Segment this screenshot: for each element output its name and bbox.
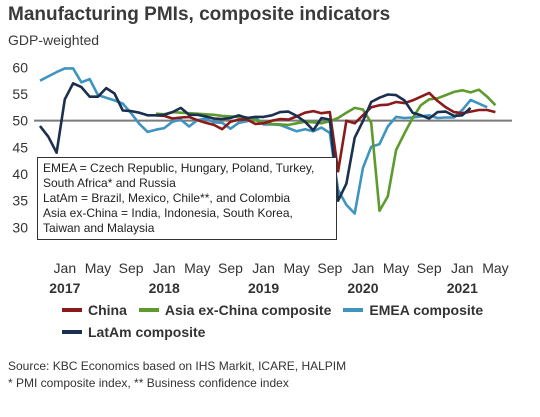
- legend-item-latam: LatAm composite: [62, 324, 205, 340]
- note-line: Asia ex-China = India, Indonesia, South …: [43, 206, 293, 220]
- x-tick-label: Jan: [252, 260, 275, 276]
- x-tick-label: Jan: [153, 260, 176, 276]
- legend-label-emea: EMEA composite: [369, 302, 484, 318]
- x-year-label: 2018: [149, 280, 180, 296]
- note-line: South Africa* and Russia: [43, 176, 176, 190]
- y-tick-label: 45: [12, 139, 28, 155]
- legend-label-latam: LatAm composite: [88, 324, 206, 340]
- x-tick-label: May: [184, 260, 210, 276]
- x-year-label: 2021: [447, 280, 478, 296]
- y-tick-label: 30: [12, 219, 28, 235]
- series-line-latam-composite: [38, 82, 472, 202]
- legend-row-1: China Asia ex-China composite EMEA compo…: [62, 302, 483, 318]
- legend-row-2: LatAm composite: [62, 324, 205, 340]
- x-tick-label: Jan: [352, 260, 375, 276]
- y-tick-label: 40: [12, 166, 28, 182]
- source-line: Source: KBC Economics based on IHS Marki…: [8, 359, 347, 373]
- legend-swatch-latam: [62, 330, 82, 334]
- note-line: EMEA = Czech Republic, Hungary, Poland, …: [43, 161, 315, 175]
- legend-swatch-emea: [343, 308, 364, 312]
- y-axis: 30 35 40 45 50 55 60: [12, 59, 28, 235]
- x-tick-label: May: [482, 260, 508, 276]
- note-line: LatAm = Brazil, Mexico, Chile**, and Col…: [43, 191, 291, 205]
- country-definitions-note: EMEA = Czech Republic, Hungary, Poland, …: [37, 157, 337, 240]
- y-tick-label: 60: [12, 59, 28, 75]
- source-note: Source: KBC Economics based on IHS Marki…: [8, 358, 346, 392]
- x-tick-label: Sep: [218, 260, 243, 276]
- chart-subtitle: GDP-weighted: [8, 32, 100, 48]
- legend-item-china: China: [62, 302, 127, 318]
- series-lines: [38, 67, 497, 215]
- x-year-label: 2019: [248, 280, 279, 296]
- y-tick-label: 50: [12, 113, 28, 129]
- x-tick-label: May: [283, 260, 309, 276]
- x-tick-label: Jan: [451, 260, 474, 276]
- legend-item-emea: EMEA composite: [343, 302, 483, 318]
- x-tick-label: May: [383, 260, 409, 276]
- legend-label-asia: Asia ex-China composite: [164, 302, 332, 318]
- series-line-asia-ex-china-composite: [155, 88, 497, 213]
- note-line: Taiwan and Malaysia: [43, 221, 155, 235]
- footnote-line: * PMI composite index, ** Business confi…: [8, 376, 289, 390]
- x-tick-label: Sep: [417, 260, 442, 276]
- x-tick-label: May: [85, 260, 111, 276]
- legend-item-asia: Asia ex-China composite: [138, 302, 332, 318]
- x-year-label: 2020: [347, 280, 378, 296]
- x-tick-label: Sep: [317, 260, 342, 276]
- legend-swatch-china: [62, 308, 82, 312]
- y-tick-label: 35: [12, 193, 28, 209]
- x-tick-label: Jan: [54, 260, 77, 276]
- legend-label-china: China: [88, 302, 127, 318]
- x-year-label: 2017: [49, 280, 80, 296]
- x-tick-label: Sep: [119, 260, 144, 276]
- y-tick-label: 55: [12, 86, 28, 102]
- chart-title: Manufacturing PMIs, composite indicators: [8, 4, 391, 25]
- series-line-china: [155, 91, 496, 173]
- legend-swatch-asia: [138, 308, 159, 312]
